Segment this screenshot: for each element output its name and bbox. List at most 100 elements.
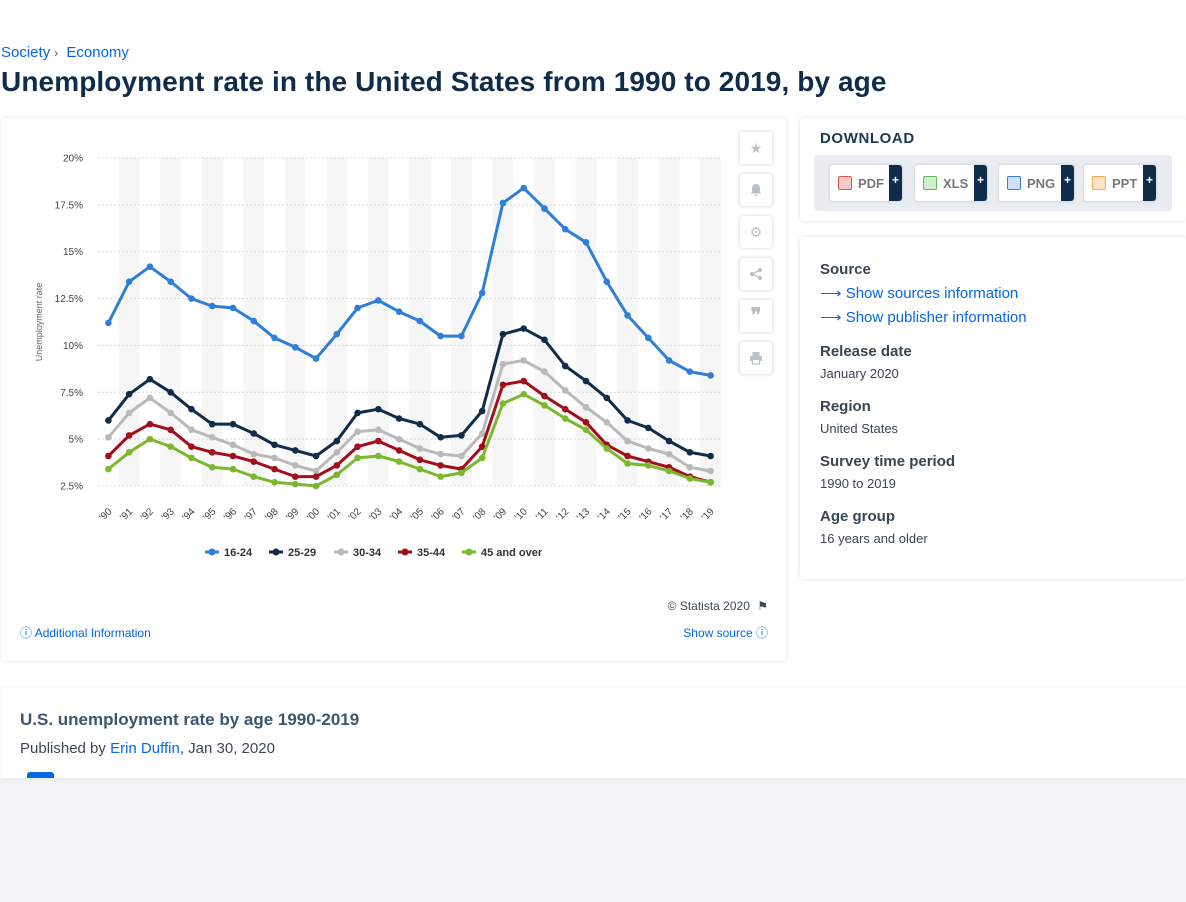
data-point: [375, 405, 382, 413]
data-point: [354, 428, 361, 435]
data-point: [582, 403, 590, 411]
y-tick-label: 2.5%: [60, 482, 83, 493]
x-tick-label: '96: [222, 506, 239, 523]
column-band: [326, 158, 348, 486]
data-point: [188, 295, 195, 302]
data-point: [146, 420, 154, 428]
data-point: [437, 433, 444, 441]
data-point: [645, 462, 652, 469]
breadcrumb-society[interactable]: Society: [1, 44, 51, 61]
x-tick-label: '15: [617, 506, 634, 523]
x-tick-label: '12: [554, 506, 571, 523]
show-publisher-label: Show publisher information: [845, 309, 1027, 326]
data-point: [686, 368, 694, 375]
download-xls-label: XLS: [943, 175, 969, 191]
data-point: [375, 426, 382, 434]
data-point: [561, 362, 569, 370]
data-point: [229, 420, 237, 428]
data-point: [645, 334, 652, 342]
print-button[interactable]: [740, 342, 772, 374]
data-point: [188, 443, 195, 450]
settings-button[interactable]: ⚙: [740, 216, 772, 248]
legend-label: 30-34: [353, 547, 382, 559]
breadcrumb: Society › Economy: [1, 44, 129, 61]
data-point: [686, 475, 694, 482]
data-point: [208, 420, 216, 428]
legend-marker: [465, 548, 473, 556]
data-point: [250, 430, 258, 437]
data-point: [229, 441, 237, 449]
data-point: [395, 415, 403, 422]
legend-marker: [337, 548, 345, 556]
data-point: [645, 445, 652, 452]
data-point: [624, 460, 631, 467]
show-sources-link[interactable]: ⟶ Show sources information: [820, 284, 1018, 302]
favorite-button[interactable]: ★: [740, 132, 772, 164]
show-source-link[interactable]: Show source ⓘ: [683, 624, 768, 641]
data-point: [541, 205, 548, 212]
data-point: [312, 467, 320, 475]
data-point: [416, 465, 424, 473]
data-point: [354, 304, 361, 312]
author-link[interactable]: Erin Duffin: [110, 740, 180, 757]
data-point: [312, 473, 320, 480]
data-point: [125, 448, 133, 456]
download-png-label: PNG: [1027, 175, 1056, 191]
x-tick-label: '13: [575, 506, 592, 523]
data-point: [561, 415, 569, 422]
show-sources-label: Show sources information: [845, 285, 1019, 302]
x-tick-label: '05: [409, 506, 426, 523]
data-point: [146, 263, 154, 271]
data-point: [624, 437, 631, 445]
data-point: [416, 420, 424, 428]
copyright: © Statista 2020 ⚑: [668, 599, 768, 613]
pdf-file-icon: [838, 176, 852, 190]
release-date-heading: Release date: [820, 343, 912, 360]
x-tick-label: '16: [637, 506, 654, 523]
data-point: [478, 454, 486, 462]
column-band: [658, 158, 680, 486]
flag-icon[interactable]: ⚑: [757, 599, 768, 613]
share-button[interactable]: [740, 258, 772, 290]
notification-button[interactable]: [740, 174, 772, 206]
data-point: [375, 297, 382, 304]
download-ppt-label: PPT: [1112, 175, 1138, 191]
data-point: [312, 452, 320, 460]
data-point: [208, 302, 216, 310]
column-band: [617, 158, 638, 486]
publication-title: U.S. unemployment rate by age 1990-2019: [20, 710, 360, 729]
column-band: [118, 158, 140, 486]
data-point: [167, 388, 174, 396]
download-xls-button[interactable]: XLS +: [915, 165, 987, 201]
data-point: [395, 435, 403, 443]
column-band: [201, 158, 223, 486]
y-tick-label: 12.5%: [55, 294, 83, 305]
download-pdf-label: PDF: [858, 175, 884, 191]
download-ppt-button[interactable]: PPT +: [1084, 165, 1156, 201]
y-axis-label: Unemployment rate: [34, 283, 44, 362]
series-line: [107, 379, 711, 484]
data-point: [105, 465, 112, 473]
data-point: [333, 462, 341, 469]
plus-icon: +: [974, 165, 987, 201]
x-tick-label: '08: [471, 506, 488, 523]
breadcrumb-economy[interactable]: Economy: [66, 44, 129, 61]
survey-period-value: 1990 to 2019: [820, 476, 896, 491]
download-png-button[interactable]: PNG +: [999, 165, 1074, 201]
data-point: [478, 407, 486, 415]
series-line: [107, 358, 711, 473]
download-pdf-button[interactable]: PDF +: [830, 165, 902, 201]
data-point: [188, 454, 195, 462]
x-tick-label: '97: [243, 506, 260, 523]
star-icon: ★: [749, 139, 763, 156]
share-icon: [750, 268, 762, 280]
data-point: [333, 471, 341, 479]
x-tick-label: '94: [181, 506, 198, 523]
line-chart: 2.5% 5% 7.5% 10% 12.5% 15% 17.5% 20% Unemploymen…: [34, 154, 721, 559]
show-publisher-link[interactable]: ⟶ Show publisher information: [820, 308, 1027, 326]
additional-info-link[interactable]: ⓘ Additional Information: [20, 624, 151, 641]
cite-button[interactable]: ❞: [740, 300, 772, 332]
data-point: [333, 448, 341, 456]
series-line: [107, 186, 711, 377]
data-point: [499, 360, 507, 368]
